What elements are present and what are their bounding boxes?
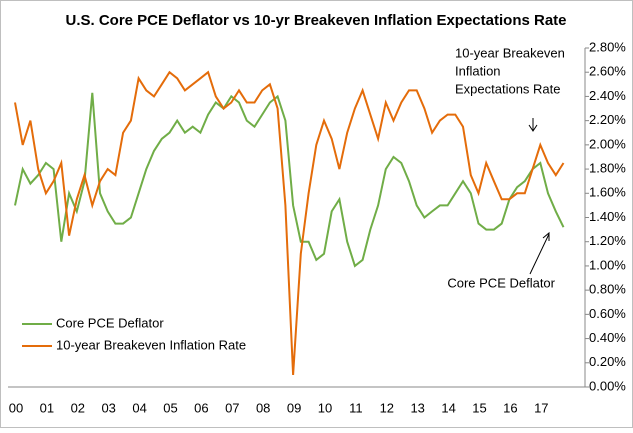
y-tick-label: 0.40% (589, 330, 626, 345)
y-tick-label: 2.00% (589, 136, 626, 151)
x-tick-label: 11 (349, 400, 363, 415)
annotation: Inflation (455, 63, 501, 78)
annotation-arrow (528, 118, 538, 132)
x-tick-label: 15 (472, 400, 486, 415)
y-tick-label: 2.60% (589, 64, 626, 79)
annotation: Expectations Rate (455, 81, 561, 96)
x-tick-label: 16 (503, 400, 517, 415)
annotation: Core PCE Deflator (447, 275, 555, 290)
x-tick-label: 09 (287, 400, 301, 415)
x-tick-label: 02 (71, 400, 85, 415)
x-tick-label: 05 (163, 400, 177, 415)
y-tick-label: 2.40% (589, 88, 626, 103)
x-tick-label: 01 (40, 400, 54, 415)
y-tick-label: 1.00% (589, 257, 626, 272)
x-tick-label: 07 (225, 400, 239, 415)
legend-label: 10-year Breakeven Inflation Rate (56, 337, 246, 352)
annotation-arrow (529, 231, 550, 275)
y-tick-label: 1.40% (589, 209, 626, 224)
x-tick-label: 00 (9, 400, 23, 415)
y-tick-label: 0.20% (589, 354, 626, 369)
x-tick-label: 14 (441, 400, 455, 415)
y-tick-label: 2.80% (589, 39, 626, 54)
x-tick-label: 10 (318, 400, 332, 415)
annotation: 10-year Breakeven (455, 45, 565, 60)
x-tick-label: 04 (132, 400, 146, 415)
y-tick-label: 0.80% (589, 282, 626, 297)
x-tick-label: 13 (410, 400, 424, 415)
x-tick-label: 03 (101, 400, 115, 415)
x-tick-label: 08 (256, 400, 270, 415)
y-tick-label: 1.80% (589, 161, 626, 176)
y-tick-label: 2.20% (589, 112, 626, 127)
x-tick-label: 12 (380, 400, 394, 415)
y-tick-label: 1.60% (589, 185, 626, 200)
series-line (14, 92, 565, 268)
x-tick-label: 06 (194, 400, 208, 415)
y-tick-label: 0.00% (589, 378, 626, 393)
y-tick-label: 0.60% (589, 306, 626, 321)
y-tick-label: 1.20% (589, 233, 626, 248)
chart-title: U.S. Core PCE Deflator vs 10-yr Breakeve… (66, 12, 567, 29)
x-tick-label: 17 (534, 400, 548, 415)
legend-label: Core PCE Deflator (56, 315, 164, 330)
series-line (14, 70, 565, 375)
